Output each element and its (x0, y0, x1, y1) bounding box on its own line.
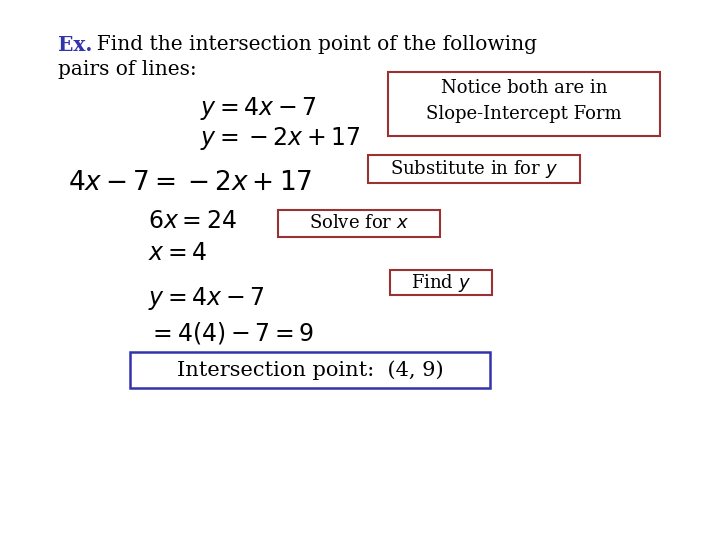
Text: $y = 4x - 7$: $y = 4x - 7$ (200, 95, 317, 122)
Text: Solve for $x$: Solve for $x$ (309, 214, 409, 233)
Text: $6x = 24$: $6x = 24$ (148, 210, 237, 233)
Text: $= 4(4) - 7 = 9$: $= 4(4) - 7 = 9$ (148, 320, 314, 346)
FancyBboxPatch shape (368, 155, 580, 183)
Text: Notice both are in
Slope-Intercept Form: Notice both are in Slope-Intercept Form (426, 79, 622, 123)
Text: Intersection point:  (4, 9): Intersection point: (4, 9) (176, 360, 444, 380)
Text: Substitute in for $y$: Substitute in for $y$ (390, 158, 558, 180)
Text: $y = -2x + 17$: $y = -2x + 17$ (200, 125, 361, 152)
Text: Find the intersection point of the following: Find the intersection point of the follo… (84, 35, 537, 54)
FancyBboxPatch shape (390, 270, 492, 295)
Text: pairs of lines:: pairs of lines: (58, 60, 197, 79)
Text: $4x - 7 = -2x + 17$: $4x - 7 = -2x + 17$ (68, 170, 312, 195)
FancyBboxPatch shape (388, 72, 660, 136)
Text: $x = 4$: $x = 4$ (148, 242, 207, 265)
Text: $y = 4x - 7$: $y = 4x - 7$ (148, 285, 264, 312)
Text: Find $y$: Find $y$ (411, 272, 471, 294)
Text: Ex.: Ex. (58, 35, 92, 55)
FancyBboxPatch shape (278, 210, 440, 237)
FancyBboxPatch shape (130, 352, 490, 388)
